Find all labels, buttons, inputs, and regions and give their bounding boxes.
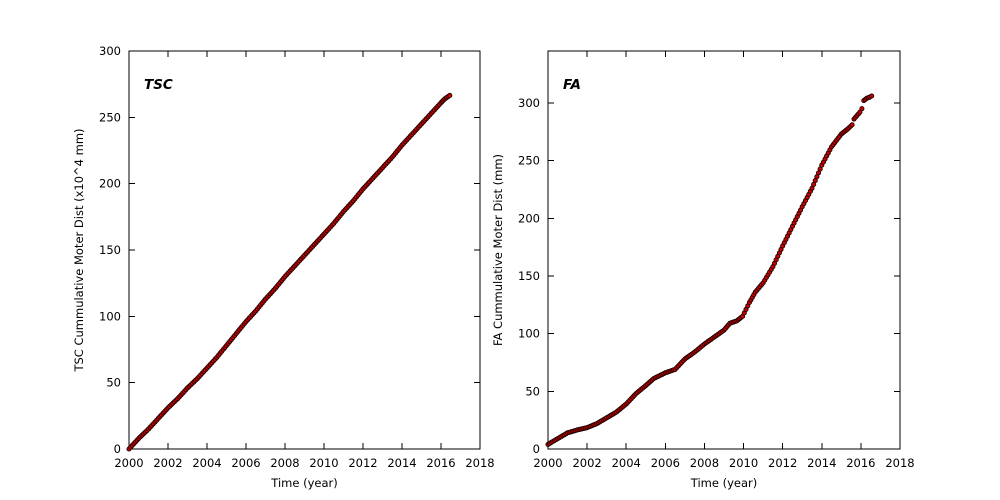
data-point (859, 106, 865, 112)
x-tick-label: 2002 (153, 456, 182, 470)
fa-chart: 2000 2002 2004 2006 2008 2010 2012 2014 2016 2018… (491, 50, 915, 490)
x-tick-label: 2008 (270, 456, 299, 470)
tsc-chart-title: TSC (144, 77, 173, 93)
x-tick-label: 2004 (192, 456, 221, 470)
tsc-y-axis-label: TSC Cummulative Moter Dist (x10^4 mm) (72, 128, 86, 372)
y-tick-label: 100 (518, 327, 540, 341)
fa-y-axis-label: FA Cummulative Moter Dist (mm) (491, 154, 505, 346)
x-tick-label: 2014 (807, 456, 836, 470)
y-tick-label: 100 (99, 309, 121, 323)
x-tick-label: 2016 (846, 456, 875, 470)
y-tick-label: 150 (99, 243, 121, 257)
y-tick-label: 300 (518, 96, 540, 110)
x-tick-label: 2012 (768, 456, 797, 470)
fa-plot-frame (547, 50, 901, 450)
y-tick-label: 200 (99, 177, 121, 191)
y-tick-label: 0 (114, 442, 121, 456)
y-tick-label: 50 (106, 376, 121, 390)
y-tick-label: 0 (533, 442, 540, 456)
tsc-x-axis-label: Time (year) (270, 476, 337, 490)
y-tick-label: 300 (99, 44, 121, 58)
x-tick-label: 2012 (348, 456, 377, 470)
tsc-axis-ticks (128, 50, 481, 450)
y-tick-label: 50 (525, 384, 540, 398)
x-tick-label: 2018 (885, 456, 914, 470)
y-tick-label: 150 (518, 269, 540, 283)
data-point (869, 93, 875, 99)
x-tick-label: 2010 (729, 456, 758, 470)
tsc-data-points (126, 92, 453, 452)
fa-chart-title: FA (563, 77, 581, 93)
x-tick-label: 2000 (114, 456, 143, 470)
x-tick-label: 2018 (465, 456, 494, 470)
data-point (849, 122, 855, 128)
fa-data-points (545, 93, 875, 447)
y-tick-label: 200 (518, 211, 540, 225)
x-tick-label: 2000 (533, 456, 562, 470)
x-tick-label: 2004 (612, 456, 641, 470)
y-tick-label: 250 (518, 154, 540, 168)
x-tick-label: 2016 (426, 456, 455, 470)
fa-x-axis-label: Time (year) (690, 476, 757, 490)
data-point (447, 92, 453, 98)
x-tick-label: 2014 (387, 456, 416, 470)
tsc-chart: 2000 2002 2004 2006 2008 2010 2012 2014 2016 2018… (72, 44, 495, 490)
fa-axis-ticks (547, 51, 901, 450)
x-tick-label: 2006 (651, 456, 680, 470)
y-tick-label: 250 (99, 110, 121, 124)
x-tick-label: 2010 (309, 456, 338, 470)
tsc-plot-frame (128, 50, 481, 450)
x-tick-label: 2008 (690, 456, 719, 470)
x-tick-label: 2002 (572, 456, 601, 470)
x-tick-label: 2006 (231, 456, 260, 470)
